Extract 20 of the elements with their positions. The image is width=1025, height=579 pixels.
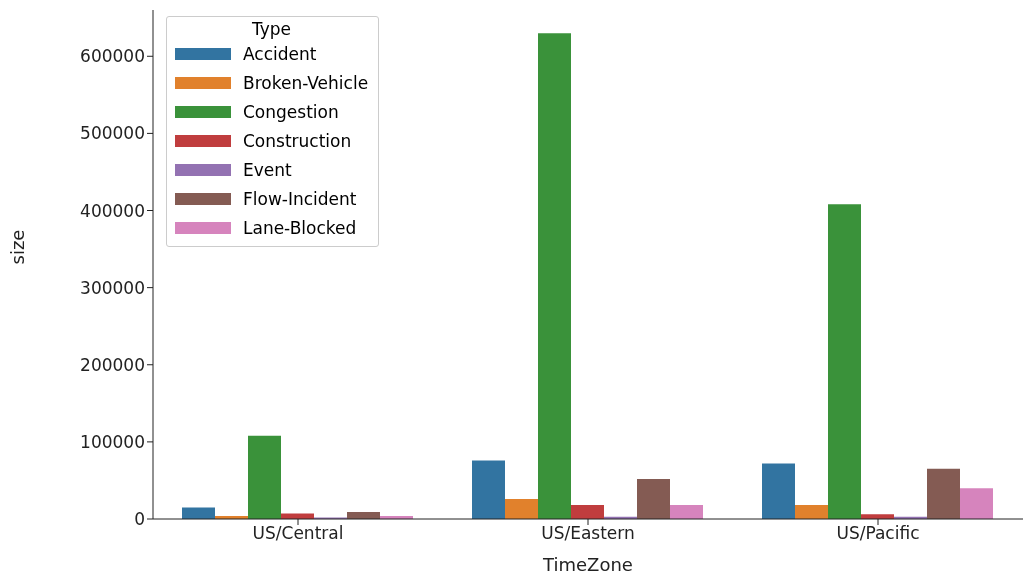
x-tick-label: US/Eastern [541,523,635,544]
y-tick-label: 0 [134,509,145,530]
y-tick-label: 400000 [80,200,145,221]
x-tick-label: US/Central [252,523,344,544]
legend-label: Congestion [243,101,339,122]
legend-title: Type [251,19,293,39]
y-tick-label: 500000 [80,123,145,144]
y-tick-label: 100000 [80,431,145,452]
y-tick-label: 600000 [80,46,145,67]
legend-label: Flow-Incident [243,188,357,209]
y-tick-label: 200000 [80,354,145,375]
x-tick-label: US/Pacific [836,523,920,544]
legend-label: Lane-Blocked [243,217,357,238]
x-axis-title: TimeZone [542,554,633,575]
legend-label: Broken-Vehicle [243,72,369,93]
y-axis-title: size [7,229,29,265]
y-tick-label: 300000 [80,277,145,298]
legend-label: Event [243,159,292,180]
legend-label: Accident [243,43,317,64]
legend-label: Construction [243,130,352,151]
